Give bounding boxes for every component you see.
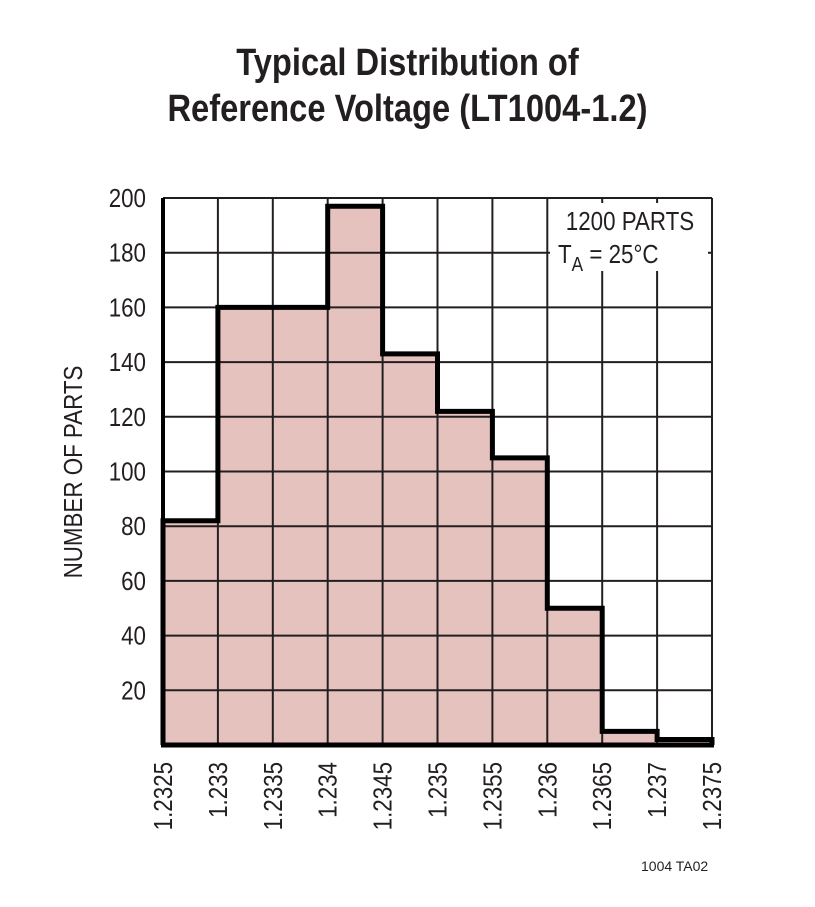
histogram-bar-8	[547, 608, 603, 745]
x-tick-label: 1.236	[534, 762, 563, 818]
y-tick-label: 140	[109, 349, 146, 378]
y-tick-label: 200	[109, 184, 146, 213]
histogram-bar-4	[327, 206, 383, 745]
x-tick-label: 1.2375	[698, 762, 727, 830]
annotation-background	[550, 203, 708, 271]
y-tick-label: 80	[121, 513, 146, 542]
y-tick-label: 20	[121, 677, 146, 706]
y-tick-label: 100	[109, 458, 146, 487]
histogram-bar-9	[602, 731, 658, 745]
annotation-t: T	[558, 240, 572, 269]
chart-title-line-2: Reference Voltage (LT1004-1.2)	[167, 88, 648, 130]
x-tick-label: 1.2365	[589, 762, 618, 830]
annotation-subscript: A	[572, 253, 584, 276]
x-tick-label: 1.2345	[369, 762, 398, 830]
x-tick-label: 1.235	[424, 762, 453, 818]
x-tick-label: 1.237	[644, 762, 673, 818]
histogram-bar-7	[492, 457, 548, 745]
histogram-bar-6	[437, 411, 493, 745]
y-axis-label: NUMBER OF PARTS	[59, 366, 88, 579]
figure-code: 1004 TA02	[641, 858, 709, 874]
y-tick-label: 180	[109, 239, 146, 268]
y-tick-labels: 20 40 60 80 100 120 140 160 180 200	[109, 184, 146, 705]
y-tick-label: 40	[121, 622, 146, 651]
x-tick-label: 1.2355	[479, 762, 508, 830]
x-tick-label: 1.2325	[149, 762, 178, 830]
histogram-bar-1	[163, 520, 218, 745]
chart-title-line-1: Typical Distribution of	[236, 42, 579, 84]
y-tick-label: 120	[109, 403, 146, 432]
x-tick-label: 1.234	[314, 762, 343, 818]
histogram-bar-10	[657, 739, 712, 745]
histogram-bar-5	[382, 353, 438, 745]
annotation-temperature: TA = 25°C	[558, 240, 659, 275]
annotation-parts: 1200 PARTS	[566, 207, 694, 236]
histogram-outline	[160, 203, 715, 745]
x-tick-label: 1.2335	[259, 762, 288, 830]
y-tick-label: 60	[121, 567, 146, 596]
y-tick-label: 160	[109, 294, 146, 323]
annotation-temp-value: = 25°C	[583, 240, 658, 269]
axes	[161, 198, 714, 748]
chart-title: Typical Distribution of Reference Voltag…	[57, 40, 758, 132]
x-tick-labels: 1.2325 1.233 1.2335 1.234 1.2345 1.235 1.2355 1…	[149, 762, 727, 830]
x-tick-label: 1.233	[204, 762, 233, 818]
